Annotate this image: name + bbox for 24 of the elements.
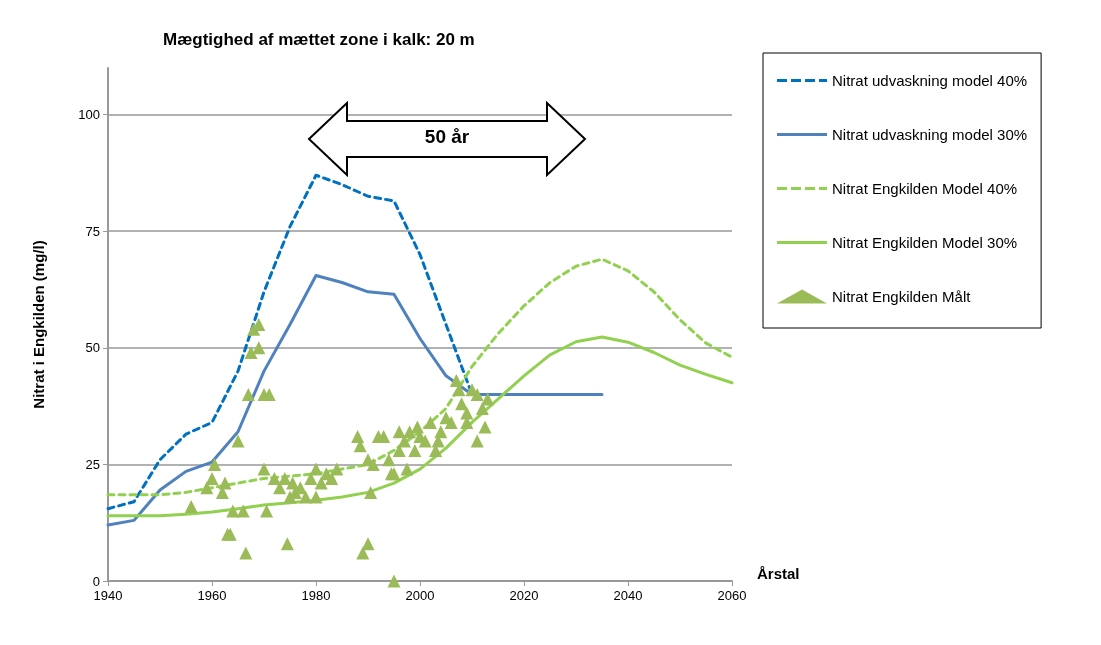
x-axis-title: Årstal bbox=[757, 565, 800, 582]
x-tick-label: 2060 bbox=[717, 588, 747, 603]
line-series bbox=[106, 257, 734, 497]
chart-title: Mægtighed af mættet zone i kalk: 20 m bbox=[163, 30, 475, 49]
legend-label: Nitrat Engkilden Målt bbox=[832, 288, 972, 305]
y-axis-title: Nitrat i Engkilden (mg/l) bbox=[30, 240, 47, 409]
y-tick-label: 0 bbox=[92, 573, 100, 589]
x-tick-label: 1940 bbox=[93, 588, 123, 603]
annotation: 50 år bbox=[423, 126, 471, 148]
line-series bbox=[106, 274, 604, 527]
y-tick-label: 50 bbox=[85, 340, 100, 356]
legend-label: Nitrat udvaskning model 40% bbox=[832, 72, 1028, 89]
y-tick-label: 75 bbox=[85, 223, 100, 239]
x-tick-label: 2000 bbox=[405, 588, 435, 603]
x-tick-label: 1980 bbox=[301, 588, 331, 603]
line-series bbox=[106, 335, 734, 518]
x-tick-label: 2040 bbox=[613, 588, 643, 603]
x-tick-label: 1960 bbox=[197, 588, 227, 603]
y-tick-label: 100 bbox=[78, 107, 100, 123]
legend-label: Nitrat Engkilden Model 40% bbox=[832, 180, 1018, 197]
y-tick-label: 25 bbox=[85, 456, 100, 472]
legend-label: Nitrat udvaskning model 30% bbox=[832, 126, 1028, 143]
legend-label: Nitrat Engkilden Model 30% bbox=[832, 234, 1018, 251]
x-tick-label: 2020 bbox=[509, 588, 539, 603]
